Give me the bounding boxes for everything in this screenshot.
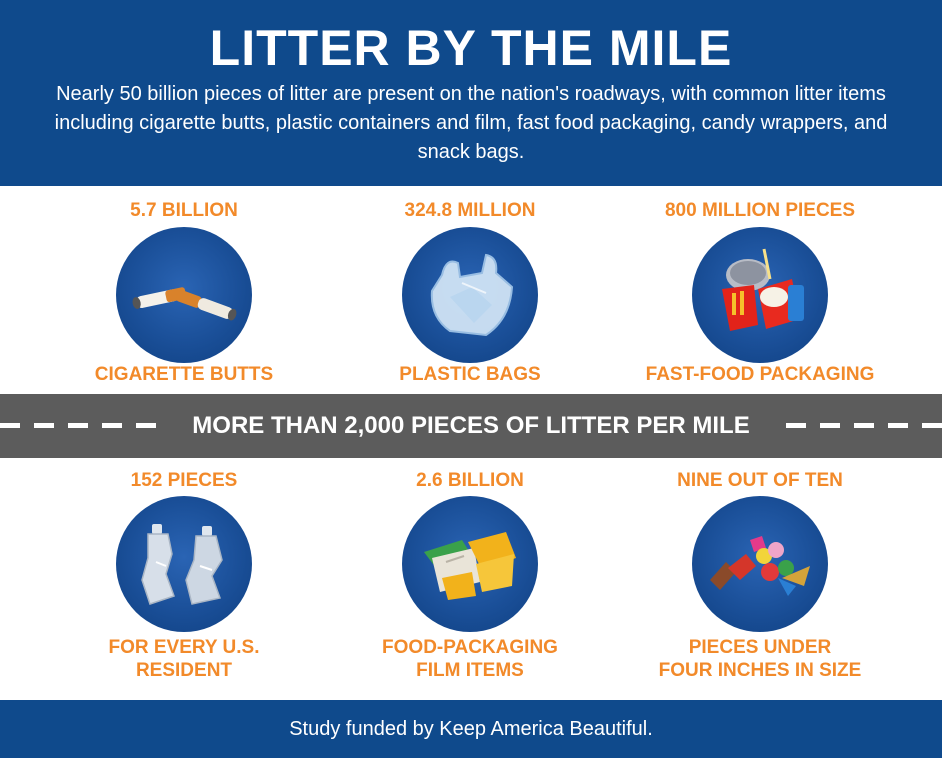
road-dash	[102, 423, 122, 428]
stat-plastic-bags: 324.8 MILLION	[404, 200, 536, 221]
plastic-bottles-icon	[116, 496, 252, 632]
footer-text: Study funded by Keep America Beautiful.	[289, 718, 653, 740]
stat-fast-food-packaging: 800 MILLION PIECES	[664, 200, 856, 221]
road-dash	[68, 423, 88, 428]
road-dash	[786, 423, 806, 428]
stat-food-film: 2.6 BILLION	[416, 470, 524, 491]
road-dash	[888, 423, 908, 428]
fast-food-packaging-icon	[692, 227, 828, 363]
road-label: MORE THAN 2,000 PIECES OF LITTER PER MIL…	[160, 394, 782, 458]
label-small-pieces-line1: PIECES UNDER	[688, 637, 832, 658]
stat-small-pieces: NINE OUT OF TEN	[677, 470, 843, 491]
stat-cigarette-butts: 5.7 BILLION	[130, 200, 238, 221]
road-dash	[0, 423, 20, 428]
road-dash	[854, 423, 874, 428]
cigarette-butts-icon	[116, 227, 252, 363]
road-dash	[34, 423, 54, 428]
label-plastic-bottles-line2: RESIDENT	[135, 660, 233, 681]
road-dash	[820, 423, 840, 428]
candy-wrappers-icon	[692, 496, 828, 632]
food-film-icon	[402, 496, 538, 632]
label-plastic-bags: PLASTIC BAGS	[399, 364, 541, 385]
label-small-pieces-line2: FOUR INCHES IN SIZE	[658, 660, 862, 681]
plastic-bag-icon	[402, 227, 538, 363]
label-fast-food-packaging: FAST-FOOD PACKAGING	[645, 364, 875, 385]
stat-plastic-bottles: 152 PIECES	[130, 470, 238, 491]
road-divider: MORE THAN 2,000 PIECES OF LITTER PER MIL…	[0, 394, 942, 458]
footer-banner: Study funded by Keep America Beautiful.	[0, 700, 942, 758]
label-cigarette-butts: CIGARETTE BUTTS	[94, 364, 274, 385]
page-title: LITTER BY THE MILE	[209, 20, 733, 76]
page-subtitle: Nearly 50 billion pieces of litter are p…	[54, 83, 888, 163]
label-food-film-line1: FOOD-PACKAGING	[382, 637, 558, 658]
label-food-film-line2: FILM ITEMS	[416, 660, 524, 681]
header-banner: LITTER BY THE MILE Nearly 50 billion pie…	[0, 0, 942, 186]
label-plastic-bottles-line1: FOR EVERY U.S.	[108, 637, 260, 658]
road-dash	[922, 423, 942, 428]
road-dash	[136, 423, 156, 428]
